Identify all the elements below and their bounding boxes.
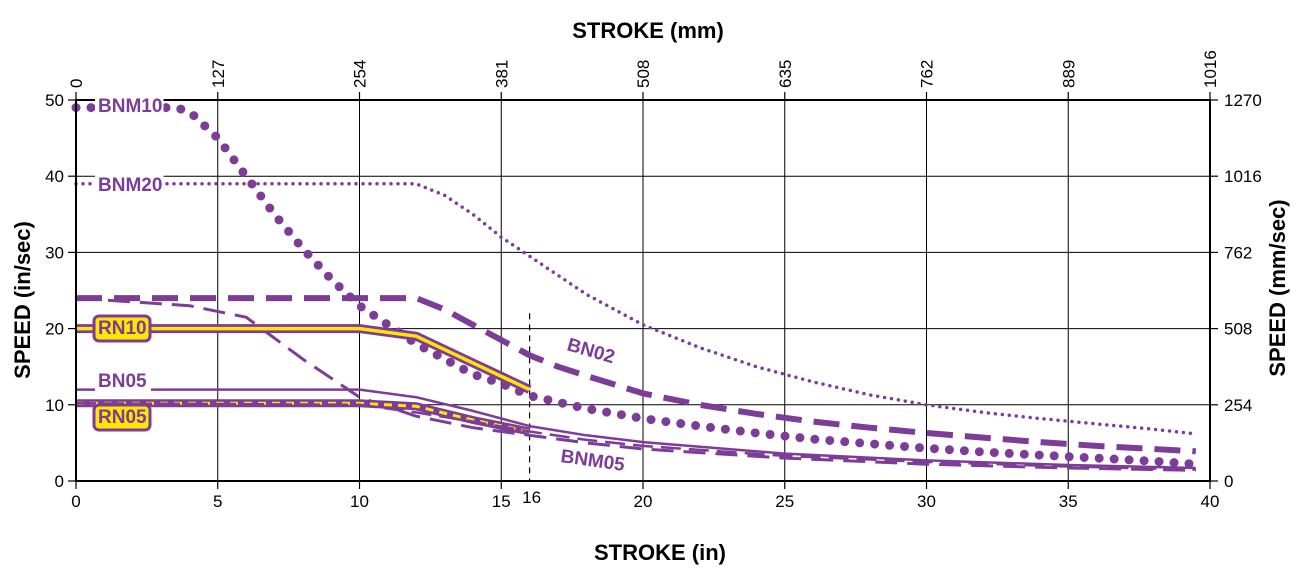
series-label-bnm20: BNM20 xyxy=(98,175,162,196)
marker-label-16: 16 xyxy=(522,488,541,507)
x-tick-label: 5 xyxy=(213,492,222,511)
x2-tick-label: 508 xyxy=(634,60,653,88)
series-line-bn02 xyxy=(76,295,1196,455)
series-line-rn10-overlay xyxy=(76,326,531,392)
series-line-bn05 xyxy=(76,388,1196,470)
series-line-bnm20 xyxy=(74,182,1198,436)
x-tick-label: 10 xyxy=(350,492,369,511)
series-layer xyxy=(71,103,1201,481)
series-label-rn10: RN10 xyxy=(98,318,147,339)
series-label-box-rn05 xyxy=(92,403,152,432)
series-label-bg-bn05 xyxy=(95,370,151,392)
x-axis-title: STROKE (in) xyxy=(594,540,726,565)
series-label-bg-bnm10 xyxy=(95,95,164,117)
y2-tick-label: 0 xyxy=(1224,472,1233,491)
y2-tick-label: 762 xyxy=(1224,243,1252,262)
y2-tick-label: 508 xyxy=(1224,320,1252,339)
series-labels: BNM10 BNM20 BN02 RN10 BN05 RN05 BNM05 xyxy=(92,95,626,476)
series-label-bnm05: BNM05 xyxy=(559,446,626,476)
series-label-bn05: BN05 xyxy=(98,371,147,392)
series-line-rn05-overlay xyxy=(76,401,530,433)
x2-tick-label: 254 xyxy=(351,60,370,88)
y-tick-label: 30 xyxy=(45,243,64,262)
series-label-rn05: RN05 xyxy=(98,407,147,428)
x2-tick-label: 1016 xyxy=(1201,50,1220,88)
series-label-bnm10: BNM10 xyxy=(98,96,162,117)
frame xyxy=(68,92,1218,489)
x-tick-label: 40 xyxy=(1201,492,1220,511)
y-tick-label: 20 xyxy=(45,320,64,339)
series-label-box-rn10 xyxy=(92,314,152,343)
y-tick-label: 40 xyxy=(45,167,64,186)
plot-frame xyxy=(75,99,1211,482)
y2-tick-label: 1270 xyxy=(1224,91,1262,110)
y-tick-label: 10 xyxy=(45,396,64,415)
series-label-bn02: BN02 xyxy=(565,335,617,369)
series-line-bnm10 xyxy=(71,103,1201,469)
y-tick-label: 50 xyxy=(45,91,64,110)
x-tick-label: 30 xyxy=(917,492,936,511)
series-label-bg-bnm20 xyxy=(95,174,164,196)
y2-tick-label: 1016 xyxy=(1224,167,1262,186)
x2-tick-label: 889 xyxy=(1059,60,1078,88)
y-tick-label: 0 xyxy=(55,472,64,491)
x2-tick-label: 381 xyxy=(492,60,511,88)
y2-axis-title: SPEED (mm/sec) xyxy=(1265,199,1290,376)
x2-tick-label: 127 xyxy=(209,60,228,88)
x-tick-label: 35 xyxy=(1059,492,1078,511)
grid xyxy=(76,100,1210,481)
y2-tick-label: 254 xyxy=(1224,396,1252,415)
x-tick-label: 25 xyxy=(775,492,794,511)
x2-tick-label: 635 xyxy=(776,60,795,88)
x2-tick-label: 0 xyxy=(67,79,86,88)
x-tick-label: 20 xyxy=(634,492,653,511)
x-tick-label: 0 xyxy=(71,492,80,511)
x2-axis-title: STROKE (mm) xyxy=(572,18,724,43)
series-line-bnm05 xyxy=(75,402,1196,471)
x2-tick-label: 762 xyxy=(918,60,937,88)
tick-labels: 0051271025415381205082563530762358894010… xyxy=(45,50,1262,511)
series-line-unlabeled-3 xyxy=(75,296,1196,472)
y-axis-title: SPEED (in/sec) xyxy=(10,221,35,379)
x-tick-label: 15 xyxy=(492,492,511,511)
